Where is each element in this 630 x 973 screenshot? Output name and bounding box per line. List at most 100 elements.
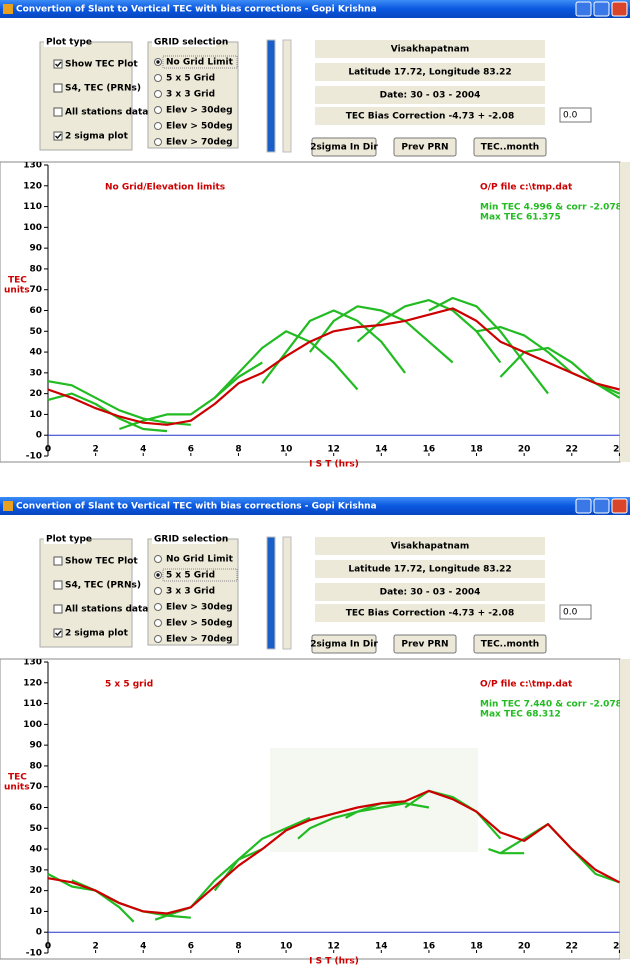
- radio-label[interactable]: 5 x 5 Grid: [166, 74, 215, 84]
- radio-button[interactable]: [154, 555, 162, 563]
- group-label: Plot type: [46, 38, 92, 48]
- radio-label[interactable]: 3 x 3 Grid: [166, 587, 215, 597]
- button-label[interactable]: 2sigma In Dir: [310, 143, 378, 153]
- radio-label[interactable]: Elev > 50deg: [166, 122, 233, 132]
- tec-trace: [47, 307, 620, 426]
- tec-trace: [154, 848, 263, 921]
- scrollbar[interactable]: [620, 162, 630, 462]
- stat-line: Min TEC 4.996 & corr -2.078: [480, 203, 622, 213]
- maximize-button[interactable]: [593, 1, 610, 17]
- x-tick-label: 20: [518, 445, 531, 455]
- y-tick-label: 70: [29, 782, 42, 792]
- y-tick-label: -10: [26, 452, 42, 462]
- radio-button[interactable]: [154, 603, 162, 611]
- close-button[interactable]: [611, 1, 628, 17]
- plot-subtitle: No Grid/Elevation limits: [105, 183, 225, 193]
- tec-trace: [297, 802, 406, 840]
- title-bar: [0, 497, 630, 515]
- group-label-bg: [44, 37, 86, 47]
- x-tick-label: 2: [92, 942, 98, 952]
- radio-button[interactable]: [154, 619, 162, 627]
- tec-trace: [47, 789, 620, 915]
- radio-label[interactable]: No Grid Limit: [166, 58, 234, 68]
- x-tick-label: 14: [375, 445, 388, 455]
- scrollbar[interactable]: [620, 659, 630, 959]
- tec-trace: [309, 305, 454, 364]
- radio-button[interactable]: [154, 106, 162, 114]
- radio-label[interactable]: Elev > 30deg: [166, 106, 233, 116]
- button-label[interactable]: 2sigma In Dir: [310, 640, 378, 650]
- close-button[interactable]: [611, 498, 628, 514]
- button-label[interactable]: Prev PRN: [401, 640, 448, 650]
- radio-label[interactable]: 3 x 3 Grid: [166, 90, 215, 100]
- maximize-button[interactable]: [593, 498, 610, 514]
- x-tick-label: 18: [470, 942, 483, 952]
- y-axis-label: units: [4, 286, 30, 296]
- checkbox[interactable]: [53, 59, 63, 69]
- radio-button[interactable]: [154, 587, 162, 595]
- info-label-bg: [315, 63, 545, 81]
- bias-input[interactable]: [559, 604, 592, 620]
- radio-button[interactable]: [154, 90, 162, 98]
- button[interactable]: [393, 634, 457, 654]
- checkbox-label[interactable]: All stations data: [65, 605, 148, 615]
- y-tick-label: 80: [29, 761, 42, 771]
- checkbox[interactable]: [53, 604, 63, 614]
- radio-label[interactable]: Elev > 70deg: [166, 635, 233, 645]
- checkbox-label[interactable]: S4, TEC (PRNs): [65, 581, 141, 591]
- checkbox[interactable]: [53, 556, 63, 566]
- x-axis-label: I S T (hrs): [309, 957, 359, 967]
- check-mark: [55, 630, 62, 637]
- radio-label[interactable]: Elev > 30deg: [166, 603, 233, 613]
- info-label: Latitude 17.72, Longitude 83.22: [348, 68, 511, 78]
- y-tick-label: 70: [29, 285, 42, 295]
- info-label: TEC Bias Correction -4.73 + -2.08: [346, 609, 514, 619]
- group-label-bg: [152, 37, 216, 47]
- progress-bar: [266, 39, 276, 153]
- checkbox-label[interactable]: 2 sigma plot: [65, 132, 129, 142]
- checkbox[interactable]: [53, 107, 63, 117]
- bias-input[interactable]: [559, 107, 592, 123]
- button-label[interactable]: TEC..month: [481, 640, 539, 650]
- x-tick-label: 4: [140, 942, 146, 952]
- y-tick-label: 0: [36, 928, 42, 938]
- button[interactable]: [393, 137, 457, 157]
- button[interactable]: [473, 137, 547, 157]
- radio-button[interactable]: [154, 74, 162, 82]
- checkbox-label[interactable]: Show TEC Plot: [65, 557, 138, 567]
- button[interactable]: [311, 137, 377, 157]
- tec-trace: [404, 789, 502, 840]
- radio-button[interactable]: [154, 122, 162, 130]
- info-label-bg: [315, 604, 545, 622]
- button-label[interactable]: Prev PRN: [401, 143, 448, 153]
- bias-input-text[interactable]: 0.0: [563, 608, 578, 618]
- minimize-button[interactable]: [575, 498, 592, 514]
- checkbox-label[interactable]: All stations data: [65, 108, 148, 118]
- y-tick-label: 30: [29, 368, 42, 378]
- radio-button[interactable]: [154, 138, 162, 146]
- y-tick-label: -10: [26, 949, 42, 959]
- radio-dot: [156, 60, 160, 64]
- radio-label[interactable]: 5 x 5 Grid: [166, 571, 215, 581]
- radio-label[interactable]: Elev > 50deg: [166, 619, 233, 629]
- radio-button[interactable]: [154, 635, 162, 643]
- bias-input-text[interactable]: 0.0: [563, 111, 578, 121]
- info-label: Visakhapatnam: [391, 542, 469, 552]
- button[interactable]: [311, 634, 377, 654]
- y-tick-label: 100: [23, 720, 42, 730]
- minimize-button[interactable]: [575, 1, 592, 17]
- checkbox-label[interactable]: 2 sigma plot: [65, 629, 129, 639]
- checkbox-label[interactable]: Show TEC Plot: [65, 60, 138, 70]
- button-label[interactable]: TEC..month: [481, 143, 539, 153]
- button[interactable]: [473, 634, 547, 654]
- radio-label[interactable]: Elev > 70deg: [166, 138, 233, 148]
- checkbox[interactable]: [53, 83, 63, 93]
- checkbox[interactable]: [53, 580, 63, 590]
- focus-box: [162, 568, 238, 582]
- stat-line: Max TEC 68.312: [480, 710, 561, 720]
- checkbox-label[interactable]: S4, TEC (PRNs): [65, 84, 141, 94]
- radio-label[interactable]: No Grid Limit: [166, 555, 234, 565]
- checkbox[interactable]: [53, 131, 63, 141]
- checkbox[interactable]: [53, 628, 63, 638]
- info-label: Visakhapatnam: [391, 45, 469, 55]
